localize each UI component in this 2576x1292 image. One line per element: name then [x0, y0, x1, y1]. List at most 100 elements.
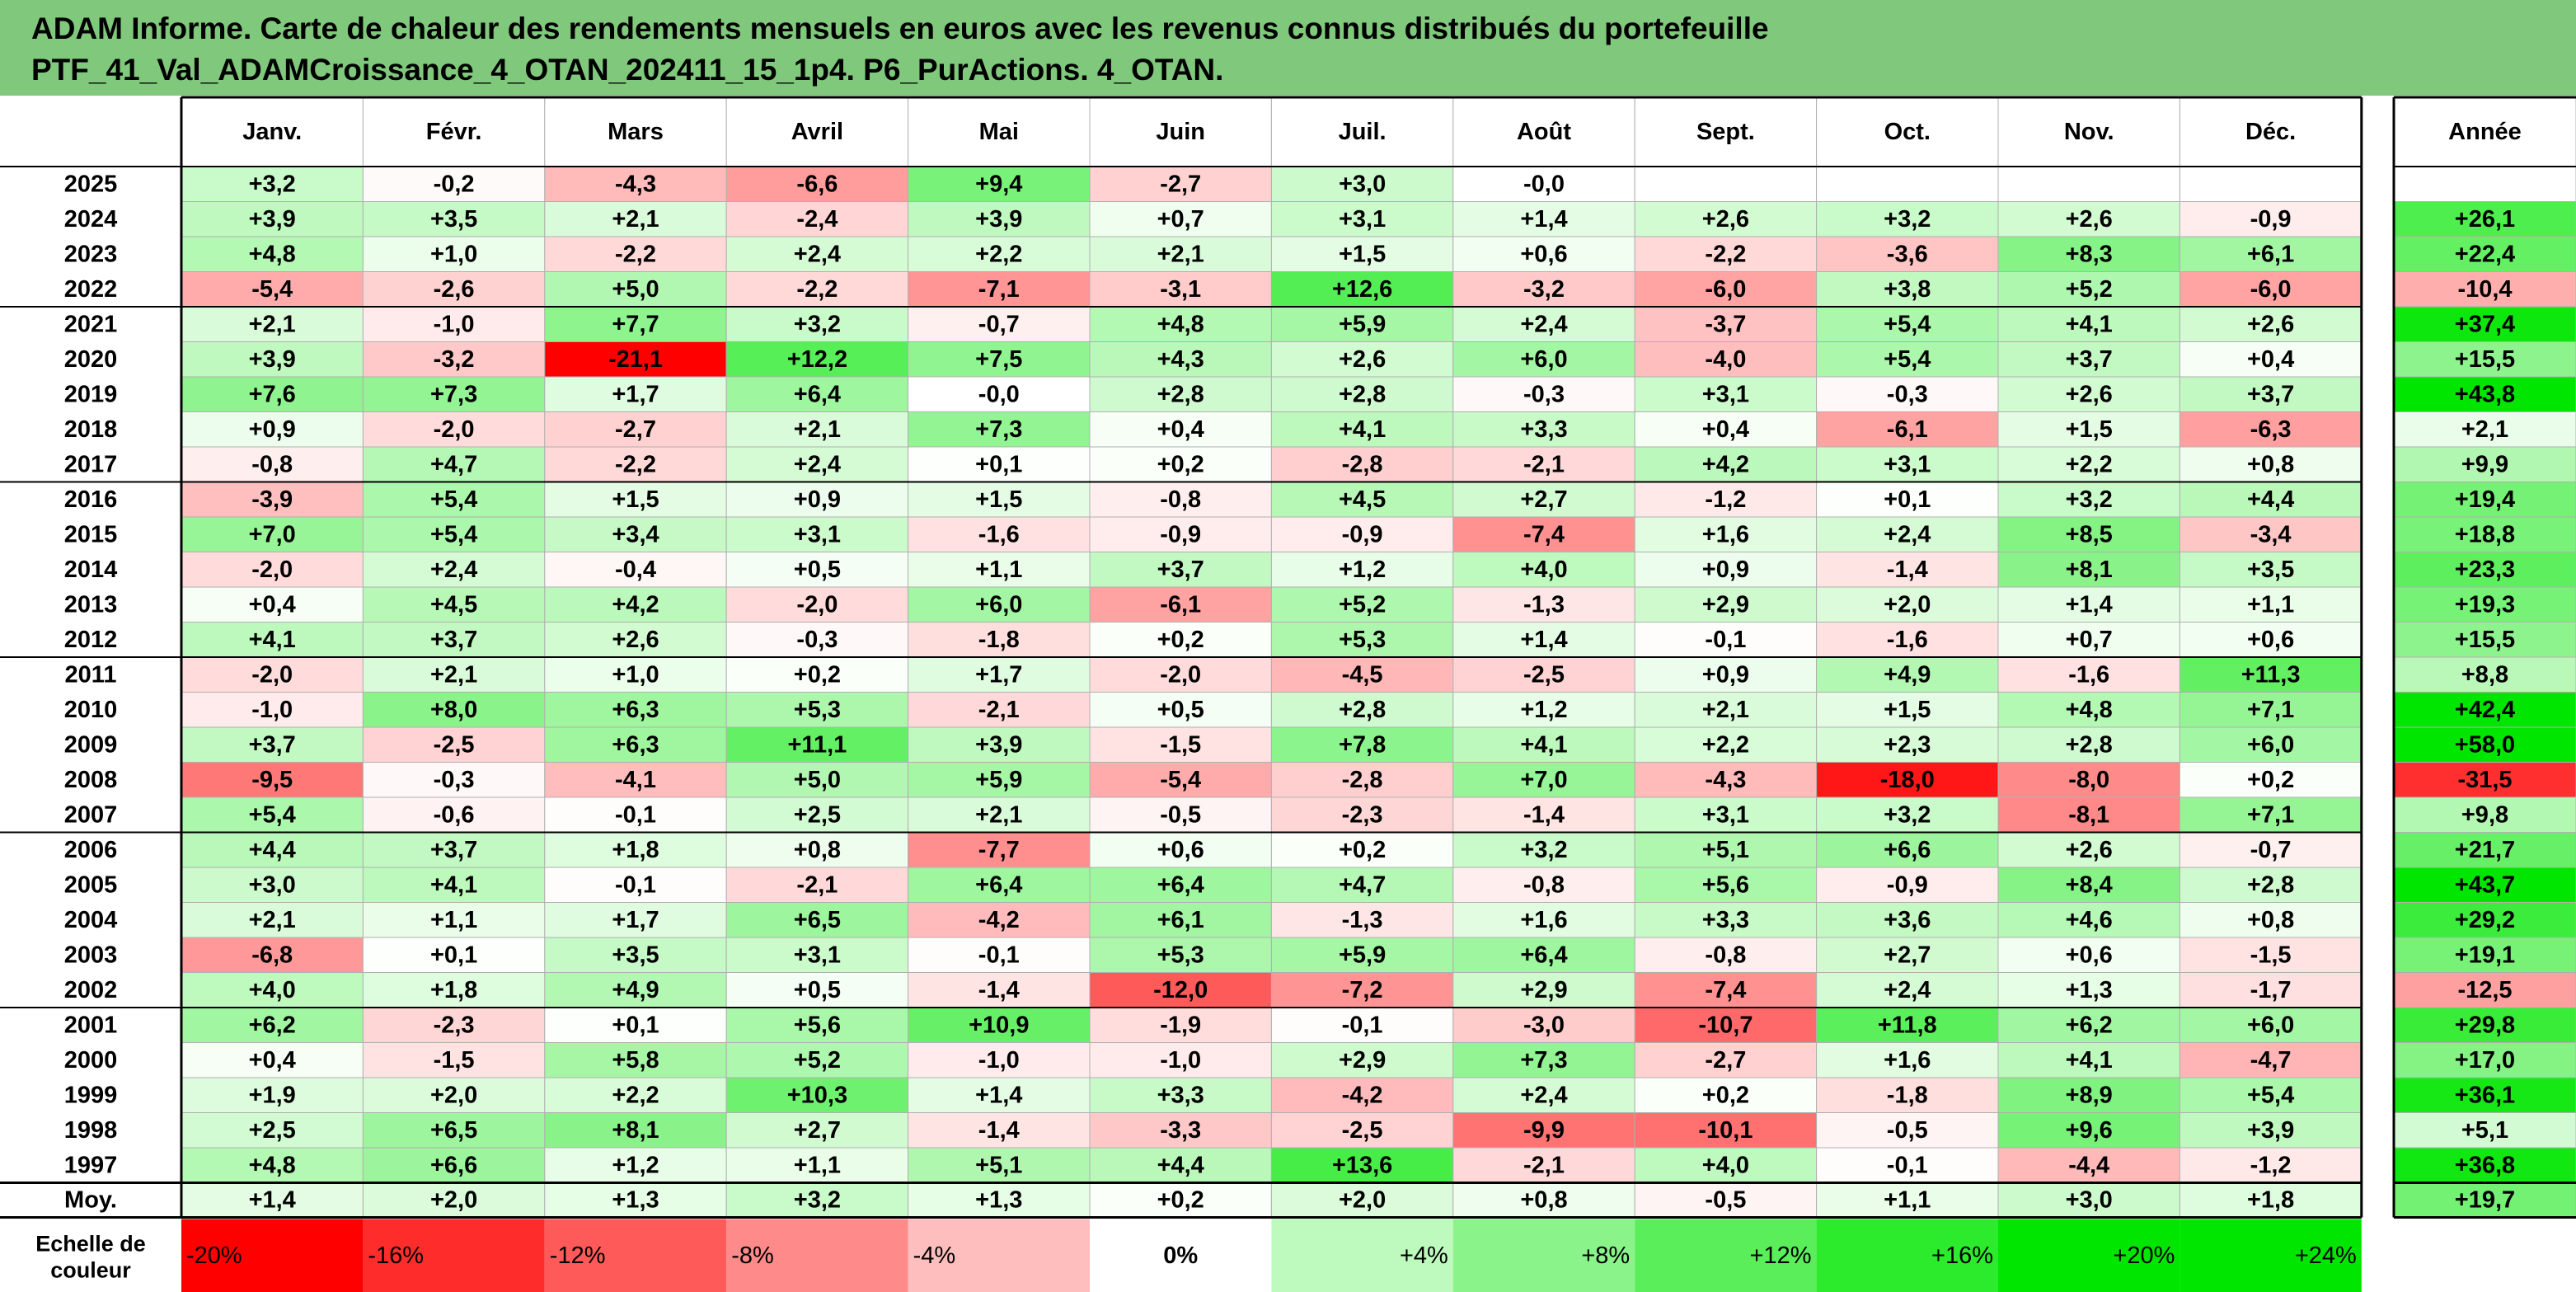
cell-value: -1,4 [1887, 557, 1928, 583]
cell-value: +8,1 [612, 1117, 659, 1144]
row-label-2023: 2023 [64, 241, 118, 267]
cell-value: -6,1 [1160, 591, 1201, 618]
heat-cell [725, 867, 909, 903]
heat-cell [908, 867, 1091, 903]
annual-cell [2393, 762, 2576, 798]
scale-step-label: +20% [2113, 1243, 2175, 1269]
row-label-2007: 2007 [64, 801, 118, 828]
heat-cell [544, 446, 727, 482]
cell-value: +1,6 [1520, 907, 1567, 933]
cell-value: +3,6 [1884, 907, 1931, 933]
annual-value: +15,5 [2455, 627, 2515, 653]
heat-cell [725, 376, 909, 412]
annual-value: +58,0 [2455, 731, 2515, 758]
heat-cell [1634, 692, 1818, 728]
column-header-10: Oct. [1884, 119, 1931, 145]
row-label-2012: 2012 [64, 627, 118, 653]
cell-value: -10,7 [1698, 1012, 1753, 1038]
heat-cell [725, 762, 909, 798]
cell-value: -7,1 [978, 276, 1020, 303]
cell-value: -1,5 [1160, 731, 1201, 758]
cell-value: +5,0 [794, 767, 841, 793]
heat-cell [908, 1077, 1091, 1113]
heat-cell [2179, 586, 2363, 623]
scale-swatch [544, 1219, 727, 1292]
heat-cell [1634, 1112, 1818, 1149]
row-label-2009: 2009 [64, 731, 118, 758]
heat-cell [1634, 516, 1818, 552]
cell-value: -1,4 [1523, 801, 1565, 828]
cell-value: -2,1 [1523, 1152, 1565, 1178]
cell-value: -0,1 [615, 872, 656, 898]
heat-cell [1452, 1112, 1635, 1149]
annual-cell [2393, 656, 2576, 693]
heat-cell [1452, 1042, 1635, 1078]
cell-value: +1,9 [249, 1082, 296, 1108]
heat-cell [1270, 937, 1454, 973]
cell-value: +6,6 [430, 1152, 477, 1178]
cell-value: +5,4 [1884, 346, 1931, 373]
annual-value: +26,1 [2455, 206, 2515, 233]
cell-value: +4,6 [2066, 907, 2113, 933]
cell-value: -2,1 [796, 872, 838, 898]
cell-value: +5,8 [612, 1047, 659, 1074]
cell-value: +3,2 [794, 1187, 841, 1214]
cell-value: -8,0 [2068, 767, 2109, 793]
annual-cell [2393, 446, 2576, 482]
heat-cell [1452, 166, 1635, 202]
cell-value: -0,4 [615, 557, 656, 583]
heat-cell [181, 306, 364, 342]
cell-value: +5,9 [1339, 942, 1386, 968]
cell-value: -5,4 [1160, 767, 1201, 793]
heat-cell [1452, 796, 1635, 833]
cell-value: +1,8 [2247, 1187, 2294, 1214]
cell-value: -4,0 [1705, 346, 1746, 373]
cell-value: -3,7 [1705, 311, 1746, 337]
heat-cell [1089, 271, 1272, 308]
heat-cell [2179, 902, 2363, 938]
cell-value: +2,7 [1520, 486, 1567, 513]
heat-cell [1816, 1007, 1999, 1043]
heat-cell [1816, 726, 1999, 763]
cell-value: +2,8 [1157, 381, 1204, 407]
cell-value: +4,8 [1157, 311, 1204, 337]
cell-value: -2,2 [1705, 241, 1746, 267]
heat-cell [1452, 552, 1635, 588]
cell-value: +2,4 [1520, 311, 1567, 337]
cell-value: +5,4 [430, 486, 477, 513]
heat-cell [544, 341, 727, 378]
cell-value: -3,1 [1160, 276, 1201, 303]
cell-value: -2,5 [1342, 1117, 1383, 1144]
cell-value: +1,3 [2066, 977, 2113, 1003]
heat-cell [362, 376, 546, 412]
heat-cell [1816, 376, 1999, 412]
cell-value: +2,4 [794, 451, 841, 477]
heat-cell [1997, 482, 2180, 518]
cell-value: +2,3 [1884, 731, 1931, 758]
cell-value: -1,5 [2250, 942, 2292, 968]
cell-value: +3,9 [249, 346, 296, 373]
heat-cell [1452, 482, 1635, 518]
column-header-2: Févr. [426, 119, 482, 145]
cell-value: +0,2 [1157, 451, 1204, 477]
cell-value: +3,5 [612, 942, 659, 968]
title-line-2: PTF_41_Val_ADAMCroissance_4_OTAN_202411_… [31, 53, 1224, 87]
cell-value: +3,4 [612, 521, 659, 547]
heat-cell [725, 482, 909, 518]
cell-value: -2,0 [251, 661, 293, 688]
scale-step-label: -16% [368, 1243, 424, 1269]
cell-value: +7,6 [249, 381, 296, 407]
column-header-8: Août [1517, 119, 1571, 145]
annual-value: +17,0 [2455, 1047, 2515, 1074]
annual-cell [2393, 867, 2576, 903]
heat-cell [1270, 972, 1454, 1008]
heat-cell [1997, 832, 2180, 868]
scale-step-label: +24% [2295, 1243, 2357, 1269]
cell-value: +3,9 [975, 206, 1022, 233]
cell-value: +8,3 [2066, 241, 2113, 267]
heat-cell [908, 902, 1091, 938]
cell-value: +1,0 [430, 241, 477, 267]
cell-value: +5,3 [1157, 942, 1204, 968]
scale-step-label: -8% [731, 1243, 774, 1269]
